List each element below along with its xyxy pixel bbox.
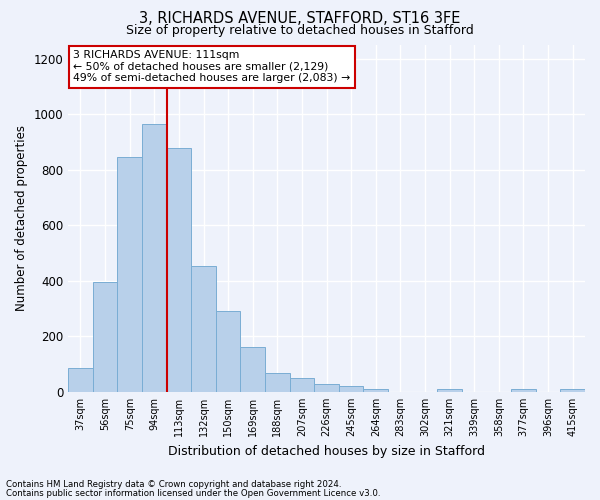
Bar xyxy=(511,388,536,392)
Text: 3 RICHARDS AVENUE: 111sqm
← 50% of detached houses are smaller (2,129)
49% of se: 3 RICHARDS AVENUE: 111sqm ← 50% of detac… xyxy=(73,50,350,84)
Bar xyxy=(314,384,339,392)
Bar xyxy=(191,266,216,392)
Y-axis label: Number of detached properties: Number of detached properties xyxy=(15,126,28,312)
X-axis label: Distribution of detached houses by size in Stafford: Distribution of detached houses by size … xyxy=(168,444,485,458)
Bar xyxy=(216,312,241,392)
Bar xyxy=(118,158,142,392)
Bar xyxy=(364,388,388,392)
Bar xyxy=(241,346,265,392)
Bar xyxy=(339,386,364,392)
Bar xyxy=(437,389,462,392)
Text: Size of property relative to detached houses in Stafford: Size of property relative to detached ho… xyxy=(126,24,474,37)
Bar xyxy=(142,124,167,392)
Bar xyxy=(290,378,314,392)
Bar xyxy=(560,388,585,392)
Bar xyxy=(68,368,93,392)
Bar xyxy=(167,148,191,392)
Text: 3, RICHARDS AVENUE, STAFFORD, ST16 3FE: 3, RICHARDS AVENUE, STAFFORD, ST16 3FE xyxy=(139,11,461,26)
Text: Contains public sector information licensed under the Open Government Licence v3: Contains public sector information licen… xyxy=(6,488,380,498)
Text: Contains HM Land Registry data © Crown copyright and database right 2024.: Contains HM Land Registry data © Crown c… xyxy=(6,480,341,489)
Bar xyxy=(93,282,118,392)
Bar xyxy=(265,373,290,392)
